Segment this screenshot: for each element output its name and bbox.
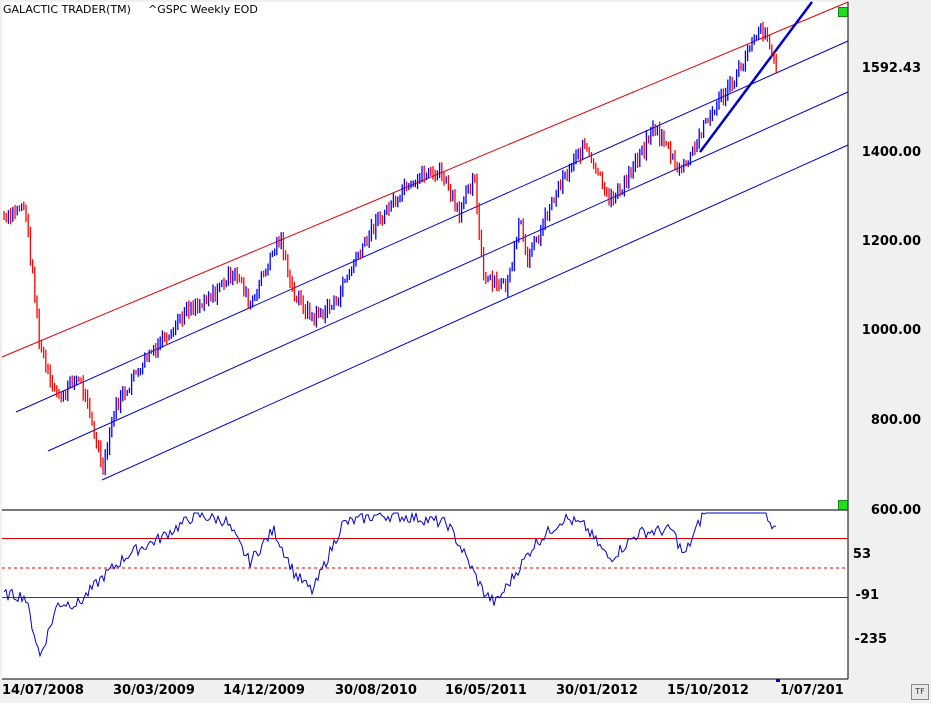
indicator-label-neg235: -235	[854, 632, 887, 647]
price-label-1000: 1000.00	[861, 323, 921, 338]
app-title: GALACTIC TRADER(TM)	[3, 3, 131, 16]
price-label-current: 1592.43	[861, 61, 921, 76]
price-label-1400: 1400.00	[861, 145, 921, 160]
date-label-0: 14/07/2008	[2, 683, 84, 698]
date-label-3: 30/08/2010	[335, 683, 417, 698]
current-bar-marker	[776, 679, 780, 682]
upper-channel-line	[1, 1, 849, 358]
price-panel	[2, 2, 848, 509]
indicator-label-53: 53	[852, 547, 871, 562]
chart-title: ^GSPC Weekly EOD	[148, 3, 258, 16]
lower-channel-line	[47, 91, 849, 452]
trend-line	[698, 1, 814, 153]
date-label-4: 16/05/2011	[445, 683, 527, 698]
panel-toggle-top[interactable]	[838, 7, 848, 17]
panel-resize-handle[interactable]	[838, 500, 848, 510]
date-label-7: 1/07/201	[780, 683, 844, 698]
middle-channel-line	[15, 40, 849, 413]
price-label-800: 800.00	[870, 413, 921, 428]
indicator-label-neg91: -91	[855, 588, 880, 603]
date-label-1: 30/03/2009	[113, 683, 195, 698]
base-channel-line	[101, 144, 849, 481]
date-label-2: 14/12/2009	[223, 683, 305, 698]
price-label-600: 600.00	[870, 503, 921, 518]
indicator-line	[3, 511, 777, 658]
date-label-5: 30/01/2012	[556, 683, 638, 698]
price-label-1200: 1200.00	[861, 234, 921, 249]
date-label-6: 15/10/2012	[667, 683, 749, 698]
timeframe-button[interactable]: TF	[911, 684, 929, 700]
